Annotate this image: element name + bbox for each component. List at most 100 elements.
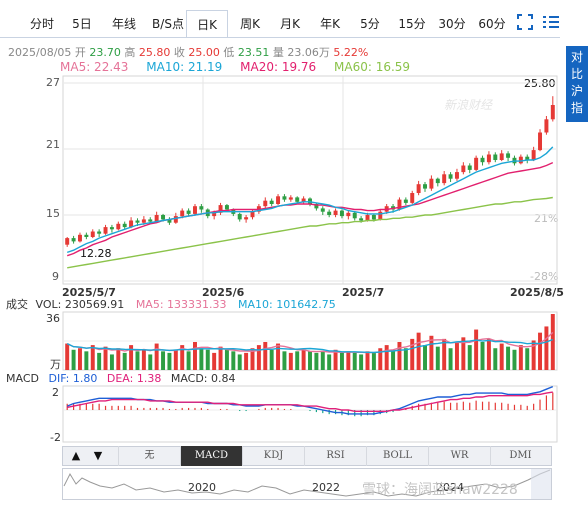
volume-bar bbox=[109, 354, 114, 370]
macd-frame bbox=[62, 385, 558, 443]
tab-weekly-k[interactable]: 周K bbox=[240, 17, 260, 31]
ma60-line bbox=[67, 196, 553, 269]
tab-monthly-k[interactable]: 月K bbox=[280, 17, 300, 31]
volume-bar bbox=[180, 345, 185, 370]
low-value: 23.51 bbox=[237, 46, 270, 59]
indicator-macd[interactable]: MACD bbox=[180, 446, 242, 466]
volume-bar bbox=[122, 352, 127, 370]
date-tick: 2025/8/5 bbox=[510, 286, 564, 299]
volume-bar bbox=[454, 342, 459, 370]
candle-body bbox=[461, 165, 466, 173]
quote-info-row: 2025/08/05 开 23.70 高 25.80 收 25.00 低 23.… bbox=[8, 44, 368, 60]
candle-body bbox=[538, 132, 543, 151]
price-tick: 27 bbox=[46, 76, 60, 89]
volume-bar bbox=[423, 345, 427, 370]
volume-bar bbox=[65, 343, 70, 370]
candle-body bbox=[84, 234, 89, 237]
tab-yearline[interactable]: 年线 bbox=[111, 17, 136, 31]
menu-list-icon[interactable] bbox=[543, 13, 559, 31]
close-label: 收 bbox=[173, 46, 185, 59]
candle-body bbox=[218, 205, 223, 213]
volume-bar bbox=[301, 349, 306, 370]
volume-bar bbox=[148, 354, 153, 370]
volume-bar bbox=[448, 348, 453, 370]
volume-label: 量 bbox=[272, 46, 284, 59]
indicator-none[interactable]: 无 bbox=[118, 446, 180, 466]
candle-body bbox=[224, 205, 229, 210]
candle-body bbox=[141, 219, 146, 223]
volume-bar bbox=[77, 348, 82, 370]
indicator-rsi[interactable]: RSI bbox=[304, 446, 366, 466]
volume-bar bbox=[129, 345, 134, 370]
ma60-value: MA60: 16.59 bbox=[334, 60, 411, 74]
volume-bar bbox=[410, 338, 415, 370]
tab-yearly-k[interactable]: 年K bbox=[320, 17, 340, 31]
candle-body bbox=[518, 156, 523, 164]
high-value: 25.80 bbox=[138, 46, 171, 59]
candle-body bbox=[474, 157, 479, 170]
volume-bar bbox=[90, 345, 95, 370]
macd-axis-bottom: -2 bbox=[50, 431, 61, 444]
candle-body bbox=[276, 196, 281, 204]
volume-bar bbox=[467, 345, 472, 370]
tab-5day[interactable]: 5日 bbox=[72, 17, 92, 31]
volume-bar bbox=[193, 342, 197, 370]
indicator-boll[interactable]: BOLL bbox=[366, 446, 428, 466]
price-tick: 9 bbox=[52, 270, 59, 283]
candle-body bbox=[403, 199, 408, 203]
candle-body bbox=[314, 204, 319, 209]
candle-body bbox=[378, 211, 383, 220]
volume-bar bbox=[218, 346, 223, 370]
candle-body bbox=[359, 218, 364, 221]
volume-bar bbox=[97, 352, 102, 370]
quote-date: 2025/08/05 bbox=[8, 46, 72, 59]
scroll-down-button[interactable]: ▼ bbox=[93, 449, 103, 462]
candle-body bbox=[544, 119, 549, 133]
volume-bar bbox=[480, 342, 485, 370]
volume-bar bbox=[333, 349, 338, 370]
indicator-dmi[interactable]: DMI bbox=[490, 446, 550, 466]
volume-bar bbox=[499, 343, 504, 370]
tab-60min[interactable]: 60分 bbox=[478, 17, 506, 31]
tab-intraday[interactable]: 分时 bbox=[29, 17, 54, 31]
macd-axis-top: 2 bbox=[52, 386, 59, 399]
scroll-up-button[interactable]: ▲ bbox=[71, 449, 81, 462]
close-value: 25.00 bbox=[188, 46, 220, 59]
volume-bar bbox=[161, 351, 166, 370]
volume-bar bbox=[84, 351, 89, 370]
candle-body bbox=[550, 105, 555, 120]
candle-body bbox=[480, 157, 485, 163]
volume-bar bbox=[205, 349, 210, 370]
candle-body bbox=[333, 210, 338, 215]
min-price-label: 12.28 bbox=[80, 247, 112, 260]
candle-body bbox=[269, 200, 274, 204]
tab-30min[interactable]: 30分 bbox=[438, 17, 466, 31]
candle-body bbox=[320, 208, 325, 212]
fullscreen-icon[interactable] bbox=[517, 14, 533, 30]
indicator-wr[interactable]: WR bbox=[428, 446, 490, 466]
candle-body bbox=[493, 154, 498, 160]
volume-unit: 万 bbox=[50, 358, 61, 371]
tab-5min[interactable]: 5分 bbox=[360, 17, 380, 31]
candle-body bbox=[122, 223, 127, 228]
volume-bar bbox=[486, 338, 491, 370]
volume-bar bbox=[352, 352, 357, 370]
volume-bar bbox=[231, 351, 236, 370]
volume-bar bbox=[224, 349, 229, 370]
macd-value: MACD: 0.84 bbox=[170, 372, 236, 385]
open-label: 开 bbox=[74, 46, 86, 59]
volume-bar bbox=[397, 342, 402, 370]
candle-body bbox=[301, 198, 306, 202]
candle-body bbox=[288, 197, 293, 200]
tab-bs-points[interactable]: B/S点 bbox=[152, 17, 184, 31]
candle-body bbox=[77, 234, 82, 242]
candle-body bbox=[371, 215, 376, 220]
compare-index-button[interactable]: 对比沪指 bbox=[566, 46, 588, 122]
tab-daily-k[interactable]: 日K bbox=[186, 10, 228, 38]
volume-bar bbox=[244, 352, 249, 370]
candle-body bbox=[129, 220, 134, 228]
volume-bar bbox=[506, 346, 511, 370]
indicator-kdj[interactable]: KDJ bbox=[242, 446, 304, 466]
candle-body bbox=[365, 215, 370, 221]
tab-15min[interactable]: 15分 bbox=[398, 17, 426, 31]
